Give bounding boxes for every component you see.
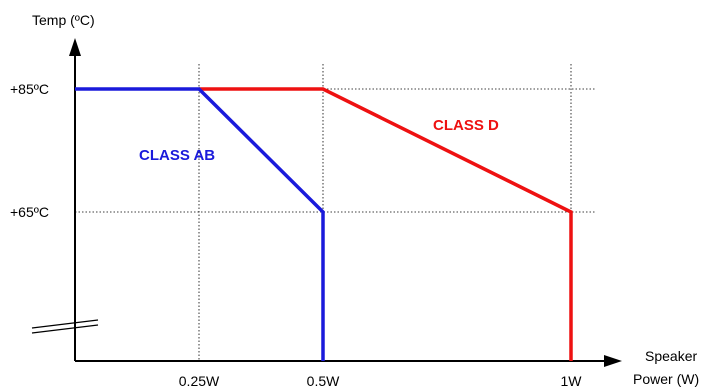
series-label: CLASS D	[433, 117, 499, 134]
axis-break-mark	[31, 319, 99, 329]
y-tick-label: +85ºC	[10, 81, 49, 97]
series-line	[75, 87, 325, 361]
y-tick-label: +65ºC	[10, 204, 49, 220]
x-tick-label: 0.5W	[307, 373, 340, 389]
axes	[31, 38, 622, 367]
tick-labels: 0.25W 0.5W 1W +85ºC +65ºC	[10, 81, 582, 389]
x-tick-label: 1W	[561, 373, 583, 389]
series-label: CLASS AB	[139, 147, 215, 164]
series-line	[199, 87, 573, 361]
y-axis-label: Temp (ºC)	[32, 12, 95, 28]
series-labels: CLASS AB CLASS D	[139, 117, 499, 164]
axis-break-mark	[31, 324, 99, 334]
x-tick-label: 0.25W	[179, 373, 220, 389]
x-axis-label-line2: Power (W)	[633, 371, 699, 387]
series	[75, 87, 573, 361]
y-axis-arrow	[69, 38, 81, 56]
x-axis-label-line1: Speaker	[645, 348, 697, 364]
x-axis-arrow	[604, 355, 622, 367]
grid-lines	[75, 64, 596, 361]
